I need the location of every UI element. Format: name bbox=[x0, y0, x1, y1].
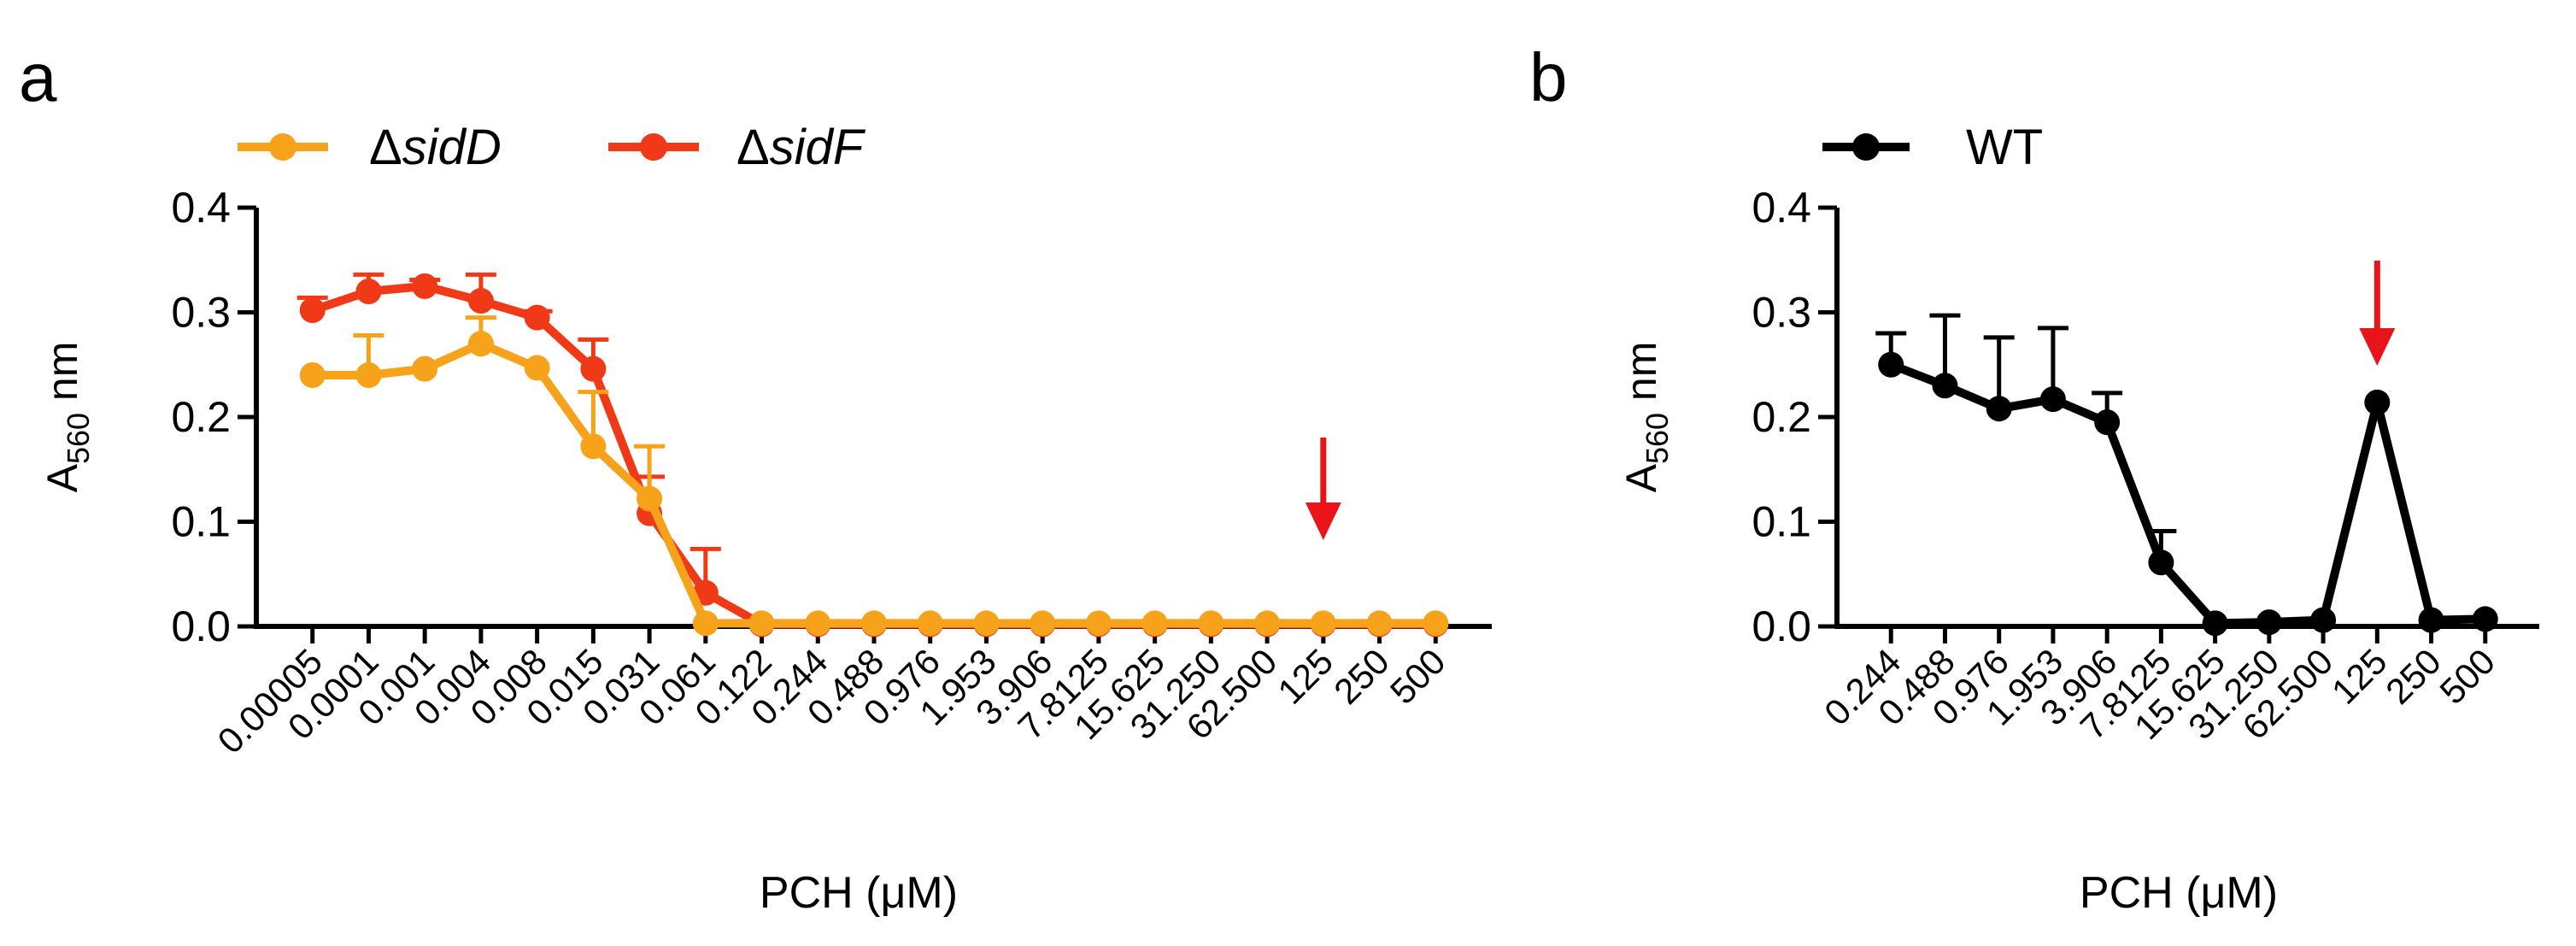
x-tick-label: 500 bbox=[1382, 641, 1453, 712]
y-tick-label: 0.4 bbox=[171, 184, 231, 232]
data-point bbox=[973, 610, 1000, 637]
y-axis-label-unit: nm bbox=[38, 342, 86, 413]
data-point bbox=[299, 362, 326, 388]
data-point bbox=[1932, 373, 1958, 399]
legend-marker bbox=[640, 133, 667, 161]
data-point bbox=[805, 610, 831, 637]
data-point bbox=[467, 288, 494, 314]
y-axis-label-main: A bbox=[38, 463, 86, 492]
series-sidD bbox=[299, 315, 1449, 637]
y-axis-label-main: A bbox=[1617, 463, 1665, 492]
legend-label: ΔsidD bbox=[369, 120, 502, 175]
data-point bbox=[1254, 610, 1281, 637]
y-axis-label-unit: nm bbox=[1617, 342, 1665, 413]
series-line bbox=[1889, 361, 2485, 628]
data-point bbox=[1030, 610, 1056, 637]
data-point bbox=[2472, 606, 2498, 632]
x-tick-label: 500 bbox=[2432, 641, 2503, 712]
data-point bbox=[299, 297, 326, 324]
y-tick-label: 0.3 bbox=[1752, 289, 1811, 337]
data-point bbox=[1878, 351, 1904, 378]
series-WT bbox=[1875, 313, 2498, 637]
data-point bbox=[2148, 549, 2174, 576]
data-point bbox=[1198, 610, 1224, 637]
data-point bbox=[748, 610, 775, 637]
data-point bbox=[2310, 607, 2337, 633]
y-tick-label: 0.2 bbox=[171, 393, 231, 441]
data-point bbox=[2039, 386, 2066, 413]
legend-label-prefix: Δ bbox=[369, 120, 402, 175]
data-point bbox=[524, 355, 550, 381]
data-point bbox=[1366, 610, 1393, 637]
data-point bbox=[1085, 610, 1112, 637]
data-point bbox=[1141, 610, 1168, 637]
y-axis-label-sub: 560 bbox=[61, 413, 96, 464]
data-point bbox=[524, 304, 550, 331]
data-point bbox=[692, 610, 719, 637]
data-point bbox=[917, 610, 943, 637]
series-sidF bbox=[296, 272, 1449, 638]
panel-label: a bbox=[19, 39, 57, 115]
data-point bbox=[467, 331, 494, 357]
y-tick-label: 0.0 bbox=[171, 602, 231, 650]
x-axis-label: PCH (μM) bbox=[760, 868, 958, 918]
data-point bbox=[2364, 389, 2391, 415]
y-tick-label: 0.1 bbox=[171, 498, 231, 546]
data-point bbox=[1310, 610, 1336, 637]
y-tick-label: 0.2 bbox=[1752, 393, 1811, 441]
legend-marker bbox=[269, 133, 296, 161]
data-point bbox=[1423, 610, 1449, 637]
data-point bbox=[861, 610, 887, 637]
legend-label-italic: sidF bbox=[770, 120, 866, 175]
x-axis-label: PCH (μM) bbox=[2080, 868, 2278, 918]
legend-marker bbox=[1852, 133, 1880, 161]
legend-label: ΔsidF bbox=[736, 120, 866, 175]
data-point bbox=[412, 273, 438, 299]
data-point bbox=[355, 362, 382, 388]
data-point bbox=[2418, 607, 2444, 633]
x-tick-label: 125 bbox=[1270, 641, 1341, 712]
legend-label-italic: sidD bbox=[402, 120, 502, 175]
y-tick-label: 0.3 bbox=[171, 289, 231, 337]
series-line bbox=[312, 339, 1436, 628]
y-tick-label: 0.4 bbox=[1752, 184, 1811, 232]
y-axis-label: A560 nm bbox=[38, 342, 96, 493]
data-point bbox=[1986, 396, 2012, 422]
y-axis-label-sub: 560 bbox=[1640, 413, 1675, 464]
data-point bbox=[637, 485, 663, 512]
legend-label: WT bbox=[1966, 120, 2043, 175]
data-point bbox=[2202, 610, 2228, 637]
data-point bbox=[580, 433, 607, 460]
x-tick-label: 250 bbox=[1326, 641, 1397, 712]
data-point bbox=[355, 279, 382, 304]
data-point bbox=[580, 355, 607, 382]
data-point bbox=[412, 355, 438, 382]
arrow-head bbox=[1305, 502, 1341, 540]
y-tick-label: 0.0 bbox=[1752, 602, 1811, 650]
y-tick-label: 0.1 bbox=[1752, 498, 1811, 546]
data-point bbox=[2094, 409, 2121, 436]
data-point bbox=[2256, 609, 2282, 636]
arrow-head bbox=[2359, 328, 2396, 366]
panel-label: b bbox=[1529, 39, 1568, 115]
y-axis-label: A560 nm bbox=[1617, 342, 1675, 493]
legend-label-prefix: Δ bbox=[736, 120, 770, 175]
